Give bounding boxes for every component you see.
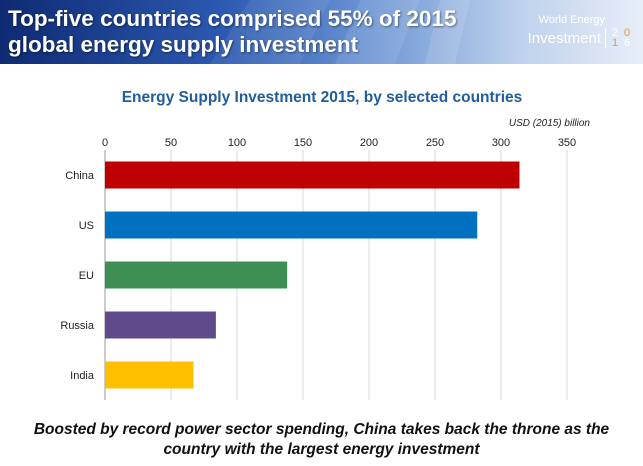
category-labels: China US EU Russia India: [60, 170, 95, 382]
brand-line2-row: Investment 2 0 1 6: [527, 27, 633, 49]
chart-title: Energy Supply Investment 2015, by select…: [122, 89, 523, 106]
brand-year-digit: 2: [611, 27, 619, 39]
category-label: India: [70, 370, 95, 382]
x-tick-label: 100: [228, 137, 246, 149]
category-label: China: [65, 170, 95, 182]
x-tick-label: 350: [558, 137, 576, 149]
brand-year-digit: 1: [611, 37, 619, 49]
brand-line1: World Energy: [538, 14, 605, 26]
x-tick-label: 200: [360, 137, 378, 149]
page-title: Top-five countries comprised 55% of 2015…: [8, 6, 457, 57]
brand-year: 2 0 1 6: [605, 27, 633, 49]
category-label: EU: [79, 270, 94, 282]
x-tick-label: 150: [294, 137, 312, 149]
unit-label: USD (2015) billion: [509, 118, 591, 129]
x-tick-label: 0: [102, 137, 108, 149]
banner-texture: [210, 0, 470, 64]
bar-chart: Energy Supply Investment 2015, by select…: [60, 89, 591, 400]
x-tick-label: 300: [492, 137, 510, 149]
brand-logo: World Energy Investment 2 0 1 6: [527, 14, 633, 49]
category-label: US: [79, 220, 94, 232]
footer-caption: Boosted by record power sector spending,…: [33, 421, 610, 458]
brand-line2: Investment: [527, 29, 601, 47]
category-label: Russia: [60, 320, 95, 332]
title-banner: Top-five countries comprised 55% of 2015…: [0, 0, 643, 64]
bar-russia: [105, 311, 216, 339]
bar-china: [105, 161, 520, 189]
bar-us: [105, 211, 478, 239]
bar-eu: [105, 261, 288, 289]
bar-india: [105, 361, 194, 389]
bars: [105, 161, 520, 389]
x-tick-label: 250: [426, 137, 444, 149]
brand-year-digit: 6: [623, 37, 631, 49]
x-axis-ticks: 0 50 100 150 200 250 300 350: [102, 137, 576, 149]
brand-year-digit: 0: [623, 27, 631, 39]
x-tick-label: 50: [165, 137, 177, 149]
